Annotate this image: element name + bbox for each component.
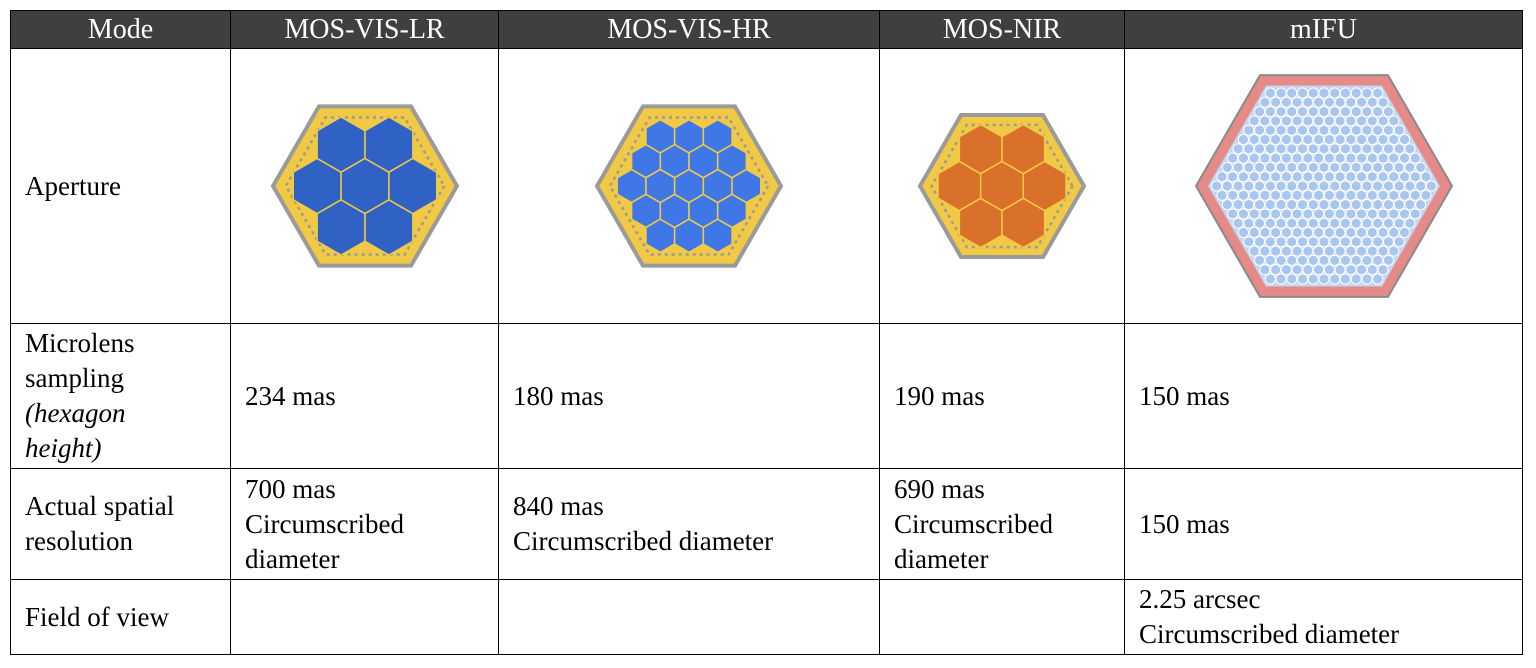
resolution-value-mos-vis-lr: 700 mas Circumscribed diameter [230, 468, 499, 580]
hexagon-aperture-dense-light-blue-icon [1194, 74, 1454, 298]
aperture-cell-mos-nir [879, 48, 1125, 324]
fov-value-mos-vis-lr [230, 579, 499, 655]
fov-value-mifu: 2.25 arcsec Circumscribed diameter [1124, 579, 1523, 655]
microlens-label-line-2: sampling [25, 363, 124, 393]
aperture-cell-mifu [1124, 48, 1523, 324]
resolution-value-mos-vis-hr: 840 mas Circumscribed diameter [498, 468, 880, 580]
resolution-label-line-1: Actual spatial [25, 491, 175, 521]
microlens-value: 190 mas [894, 380, 985, 411]
resolution-value-mos-nir: 690 mas Circumscribed diameter [879, 468, 1125, 580]
resolution-label-cell: Actual spatial resolution [10, 468, 231, 580]
aperture-row: Aperture [10, 48, 1523, 324]
microlens-row: Microlens sampling (hexagon height) 234 … [10, 323, 1523, 469]
microlens-value: 180 mas [513, 380, 604, 411]
aperture-label-cell: Aperture [10, 48, 231, 324]
microlens-label-italic-line-1: (hexagon [25, 398, 126, 428]
microlens-value-mos-nir: 190 mas [879, 323, 1125, 469]
resolution-value-line: 700 mas [245, 473, 336, 504]
hexagon-aperture-7-dark-blue-icon [270, 104, 460, 268]
microlens-value-mifu: 150 mas [1124, 323, 1523, 469]
microlens-label-line-1: Microlens [25, 328, 135, 358]
microlens-label-cell: Microlens sampling (hexagon height) [10, 323, 231, 469]
hexagon-aperture-19-blue-icon [594, 104, 784, 268]
aperture-cell-mos-vis-lr [230, 48, 499, 324]
resolution-label-line-2: resolution [25, 526, 133, 556]
header-mode: Mode [10, 10, 231, 49]
resolution-value-line: Circumscribed [894, 508, 1053, 539]
aperture-cell-mos-vis-hr [498, 48, 880, 324]
resolution-value-line: diameter [245, 543, 340, 574]
resolution-value-mifu: 150 mas [1124, 468, 1523, 580]
instrument-modes-table: Mode MOS-VIS-LR MOS-VIS-HR MOS-NIR mIFU … [10, 10, 1523, 655]
resolution-value-line: 150 mas [1139, 508, 1230, 539]
hexagon-aperture-7-orange-icon [917, 112, 1087, 260]
microlens-value-mos-vis-hr: 180 mas [498, 323, 880, 469]
fov-value-mos-nir [879, 579, 1125, 655]
fov-row: Field of view 2.25 arcsec Circumscribed … [10, 579, 1523, 655]
microlens-value: 150 mas [1139, 380, 1230, 411]
fov-value-line: Circumscribed diameter [1139, 619, 1400, 649]
fov-value-mos-vis-hr [498, 579, 880, 655]
resolution-value-line: Circumscribed [245, 508, 404, 539]
microlens-label-italic-line-2: height) [25, 433, 102, 463]
header-mifu: mIFU [1124, 10, 1523, 49]
header-mos-vis-hr: MOS-VIS-HR [498, 10, 880, 49]
fov-label-cell: Field of view [10, 579, 231, 655]
microlens-value-mos-vis-lr: 234 mas [230, 323, 499, 469]
header-mos-nir: MOS-NIR [879, 10, 1125, 49]
resolution-value-line: 690 mas [894, 473, 985, 504]
resolution-value-line: diameter [894, 543, 989, 574]
fov-label: Field of view [25, 601, 169, 632]
resolution-row: Actual spatial resolution 700 mas Circum… [10, 468, 1523, 580]
resolution-value-line: 840 mas [513, 491, 604, 521]
header-mos-vis-lr: MOS-VIS-LR [230, 10, 499, 49]
header-row: Mode MOS-VIS-LR MOS-VIS-HR MOS-NIR mIFU [10, 10, 1523, 49]
fov-value-line: 2.25 arcsec [1139, 584, 1261, 614]
resolution-value-line: Circumscribed diameter [513, 526, 774, 556]
aperture-label: Aperture [25, 170, 121, 201]
microlens-value: 234 mas [245, 380, 336, 411]
